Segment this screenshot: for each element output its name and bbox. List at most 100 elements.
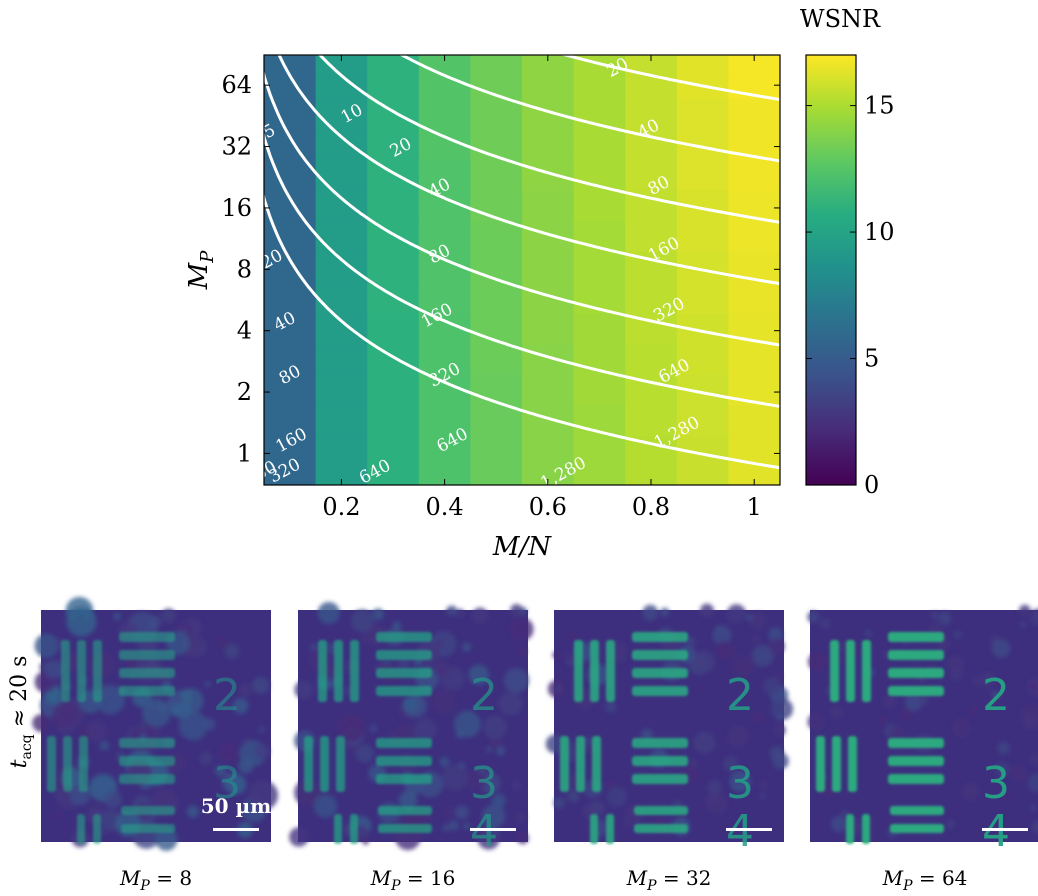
noise-speck bbox=[232, 698, 249, 714]
contour-line bbox=[318, 55, 780, 224]
noise-speck bbox=[225, 773, 247, 795]
heatmap-cell bbox=[315, 374, 368, 406]
noise-speck bbox=[953, 631, 962, 639]
noise-speck bbox=[34, 633, 59, 658]
colorbar-tick-label: 15 bbox=[864, 92, 895, 120]
target-digit: 2 bbox=[213, 670, 241, 721]
target-bar bbox=[119, 774, 175, 784]
heatmap-cell bbox=[522, 220, 575, 252]
x-tick-label: 1 bbox=[747, 493, 762, 521]
contour-line bbox=[264, 131, 780, 408]
noise-speck bbox=[642, 604, 659, 621]
heatmap-cell bbox=[522, 466, 575, 485]
noise-speck bbox=[889, 725, 904, 741]
heatmap-cell bbox=[625, 404, 678, 437]
heatmap-cell bbox=[676, 404, 729, 437]
noise-speck bbox=[463, 822, 471, 830]
noise-speck bbox=[392, 621, 401, 630]
target-bar bbox=[606, 814, 614, 844]
target-digit: 3 bbox=[982, 758, 1010, 809]
noise-speck bbox=[517, 646, 527, 656]
target-bar bbox=[888, 756, 944, 766]
noise-speck bbox=[54, 810, 63, 819]
target-bar bbox=[376, 668, 432, 678]
target-bar bbox=[632, 650, 688, 660]
noise-speck bbox=[723, 756, 738, 772]
contour-line bbox=[398, 55, 780, 163]
noise-speck bbox=[768, 627, 783, 642]
target-bar bbox=[888, 738, 944, 748]
target-bar bbox=[574, 640, 583, 702]
x-tick-label: 0.8 bbox=[632, 493, 670, 521]
heatmap-cell bbox=[522, 75, 575, 99]
noise-speck bbox=[930, 611, 939, 620]
noise-speck bbox=[204, 680, 212, 688]
heatmap-cell bbox=[315, 220, 368, 252]
noise-speck bbox=[99, 741, 110, 751]
noise-speck bbox=[402, 697, 419, 714]
heatmap-cell bbox=[625, 159, 678, 191]
noise-speck bbox=[317, 601, 340, 625]
noise-speck bbox=[252, 676, 270, 694]
target-bar bbox=[350, 814, 358, 844]
target-bar bbox=[376, 632, 432, 642]
heatmap-cell bbox=[625, 343, 678, 375]
target-bar bbox=[832, 736, 841, 792]
heatmap-cell bbox=[522, 435, 575, 467]
heatmap-cell bbox=[470, 404, 523, 437]
noise-speck bbox=[218, 742, 239, 763]
heatmap-cell bbox=[522, 251, 575, 283]
target-bar bbox=[61, 640, 70, 702]
noise-speck bbox=[483, 715, 507, 739]
heatmap-cell bbox=[625, 55, 678, 76]
heatmap-cell bbox=[573, 374, 626, 406]
heatmap-cell bbox=[264, 75, 317, 99]
heatmap-cell bbox=[264, 435, 317, 467]
y-tick-label: 2 bbox=[237, 378, 252, 406]
heatmap-cell bbox=[470, 159, 523, 191]
noise-speck bbox=[749, 612, 767, 630]
panel-caption: MP = 8 bbox=[119, 866, 192, 894]
noise-speck bbox=[254, 744, 270, 759]
y-tick-label: 32 bbox=[221, 133, 252, 161]
target-bar bbox=[47, 736, 56, 792]
heatmap-cell bbox=[315, 97, 368, 130]
heatmap-cell bbox=[418, 404, 471, 437]
image-panel: 2 34 bbox=[289, 601, 534, 857]
heatmap-cell bbox=[367, 404, 420, 437]
noise-speck bbox=[769, 638, 785, 655]
target-bar bbox=[93, 640, 102, 702]
contour-line bbox=[264, 69, 780, 347]
target-bar bbox=[632, 774, 688, 784]
noise-speck bbox=[955, 719, 970, 734]
heatmap-cell bbox=[676, 220, 729, 252]
heatmap-cell bbox=[367, 220, 420, 252]
heatmap-cell bbox=[315, 55, 368, 76]
noise-speck bbox=[1030, 682, 1037, 690]
contour-lines bbox=[264, 55, 780, 470]
heatmap-cell bbox=[315, 282, 368, 314]
noise-speck bbox=[186, 805, 199, 818]
noise-speck bbox=[660, 607, 670, 617]
noise-speck bbox=[442, 823, 450, 832]
x-tick-label: 0.6 bbox=[529, 493, 567, 521]
noise-speck bbox=[337, 714, 365, 742]
noise-speck bbox=[471, 607, 489, 624]
noise-speck bbox=[969, 706, 979, 717]
noise-speck bbox=[32, 714, 50, 732]
heatmap-cell bbox=[367, 343, 420, 375]
target-bar bbox=[576, 736, 585, 792]
target-bar bbox=[888, 650, 944, 660]
noise-speck bbox=[113, 612, 121, 621]
heatmap-cell bbox=[522, 97, 575, 130]
heatmap-cell bbox=[367, 55, 420, 76]
heatmap-cell bbox=[264, 404, 317, 437]
target-bar bbox=[632, 756, 688, 766]
noise-speck bbox=[454, 710, 481, 738]
target-bar bbox=[376, 738, 432, 748]
noise-speck bbox=[773, 672, 782, 681]
heatmap-cell bbox=[315, 75, 368, 99]
heatmap-cell bbox=[367, 282, 420, 314]
noise-speck bbox=[103, 790, 122, 809]
target-bar bbox=[890, 824, 944, 833]
